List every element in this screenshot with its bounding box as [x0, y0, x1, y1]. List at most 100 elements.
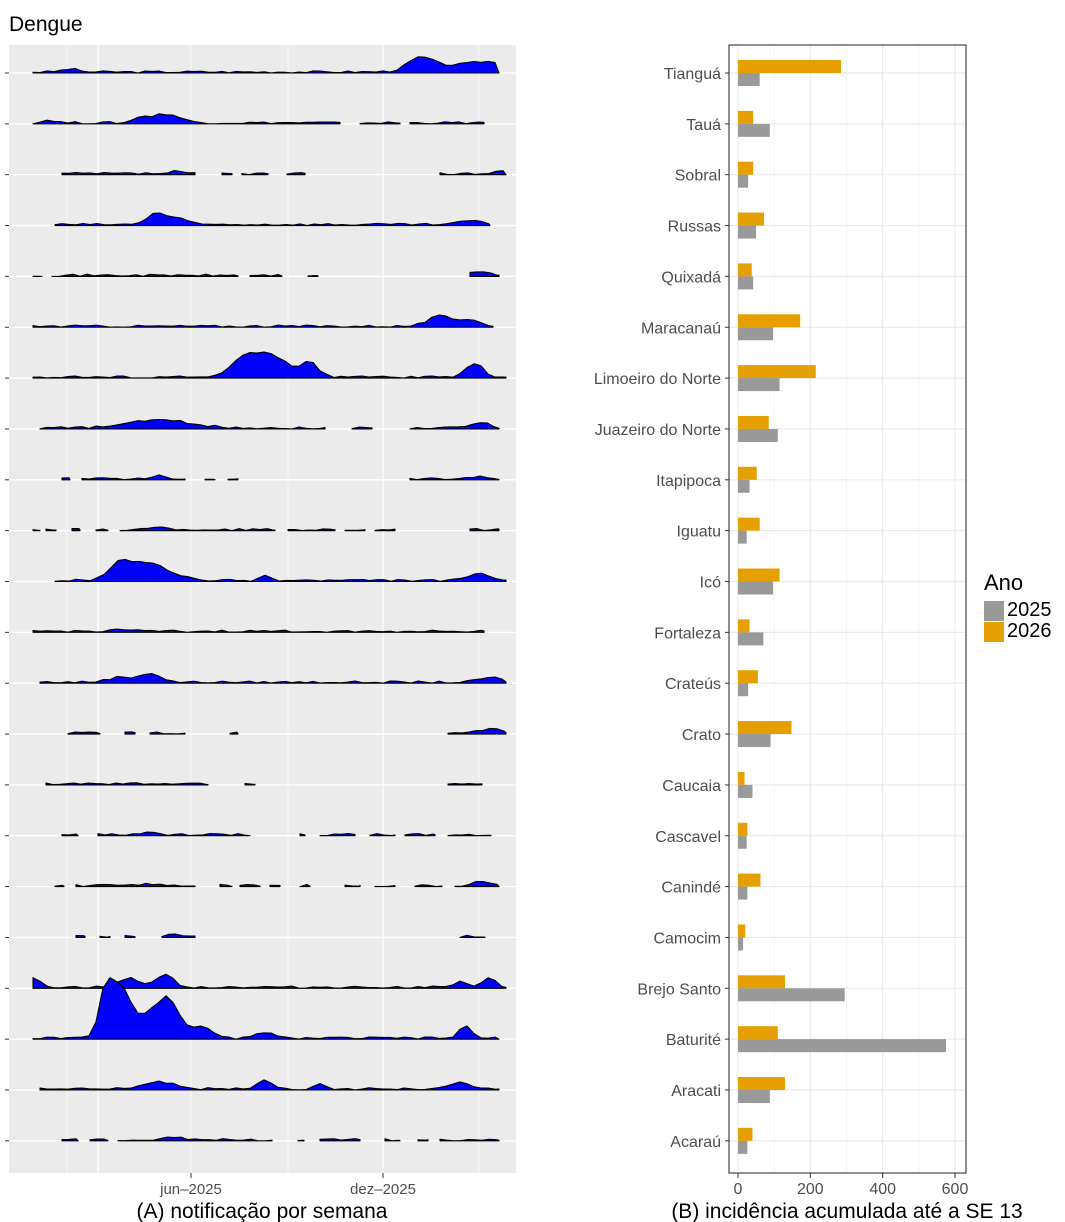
ridge-area — [369, 833, 396, 837]
ridge-area — [61, 1138, 79, 1142]
ridge-area — [95, 528, 109, 532]
bar-panel-border — [728, 44, 967, 1174]
ridge-area — [45, 782, 209, 786]
ridge-area — [54, 212, 491, 227]
bar-2026 — [738, 263, 752, 277]
category-label: Juazeiro do Norte — [595, 422, 721, 439]
ridge-area — [119, 526, 276, 532]
panel-a-caption: (A) notificação por semana — [137, 1200, 388, 1222]
ridge-area — [447, 833, 492, 837]
bar-2026 — [738, 60, 842, 73]
ridge-area — [39, 673, 507, 684]
ridge-area — [374, 528, 396, 532]
category-label: Fortaleza — [654, 625, 721, 642]
ridge-area — [469, 271, 500, 277]
bar-2025 — [738, 632, 764, 646]
ridge-area — [409, 121, 485, 125]
ridge-area — [229, 731, 239, 735]
bar-2026 — [738, 975, 786, 989]
bar-2026 — [738, 1077, 786, 1090]
ridge-area — [384, 1138, 401, 1142]
ridge-area — [319, 1138, 361, 1142]
bar-2025 — [738, 530, 747, 544]
ridge-area — [54, 558, 507, 583]
ridge-area — [299, 833, 306, 837]
legend-item-2025: 2025 — [984, 599, 1052, 621]
ridge-area — [32, 56, 500, 74]
ridge-area — [32, 628, 485, 633]
ridge-area — [81, 474, 186, 481]
ridge-area — [319, 833, 356, 837]
ridge-area — [269, 884, 281, 888]
bar-2026 — [738, 619, 750, 633]
ridge-area — [75, 935, 86, 938]
legend-item-2026: 2026 — [984, 620, 1052, 642]
bar-2025 — [738, 1090, 770, 1103]
x-tick-label-a: dez–2025 — [350, 1181, 416, 1198]
ridge-area — [117, 1136, 273, 1142]
x-tick-label-b: 400 — [869, 1181, 896, 1198]
legend-label-2026: 2026 — [1007, 620, 1052, 642]
bar-panel-bg — [729, 45, 966, 1173]
bar-panel: Tianguá Tauá Sobral Russas Quixadá Maracanaú L… — [594, 44, 1023, 1222]
bar-2025 — [738, 225, 757, 239]
ridge-area — [99, 935, 111, 938]
bar-2025 — [738, 327, 774, 341]
bar-2026 — [738, 314, 801, 328]
bar-2026 — [738, 517, 760, 531]
category-label: Tianguá — [664, 66, 721, 83]
figure-title: Dengue — [9, 13, 83, 36]
x-axis-title-b: (B) incidência acumulada até a SE 13 — [671, 1200, 1022, 1222]
ridgeline-series: jun–2025 dez–2025 (A) notificação por sema… — [5, 45, 516, 1222]
bar-2025 — [738, 1039, 946, 1053]
ridge-area — [67, 731, 101, 735]
bar-2025 — [738, 835, 747, 849]
bar-2025 — [738, 734, 771, 748]
bar-2026 — [738, 771, 745, 785]
bar-2025 — [738, 276, 754, 290]
category-label: Cascavel — [655, 829, 721, 846]
ridge-area — [39, 1079, 500, 1091]
ridge-area — [447, 783, 483, 786]
bar-2025 — [738, 988, 845, 1002]
category-label: Icó — [700, 575, 721, 592]
ridge-area — [219, 883, 233, 888]
bar-2026 — [738, 1127, 753, 1141]
ridge-area — [404, 833, 436, 837]
ridge-area — [124, 935, 136, 938]
category-label: Iguatu — [677, 524, 721, 541]
ridge-area — [32, 314, 494, 328]
ridge-area — [32, 977, 500, 1040]
bar-2026 — [738, 466, 757, 480]
category-label: Crateús — [665, 676, 721, 693]
category-label: Russas — [668, 219, 721, 236]
ridge-area — [454, 880, 500, 888]
bar-2026 — [738, 670, 758, 684]
ridge-area — [374, 884, 396, 888]
bar-2025 — [738, 784, 753, 798]
ridge-area — [459, 934, 486, 938]
bar-2025 — [738, 428, 778, 442]
ridge-area — [241, 172, 269, 176]
category-label: Tauá — [686, 117, 721, 134]
legend-label-2025: 2025 — [1007, 599, 1052, 621]
bar-2025 — [738, 378, 780, 392]
ridge-area — [447, 727, 507, 735]
ridge-area — [417, 1139, 429, 1142]
bar-2025 — [738, 937, 744, 951]
bar-2026 — [738, 1026, 778, 1040]
ridge-area — [469, 528, 500, 532]
ridge-area — [286, 172, 306, 176]
category-label: Brejo Santo — [637, 981, 721, 998]
bar-2026 — [738, 415, 769, 429]
category-label: Acaraú — [670, 1134, 721, 1151]
ridge-area — [414, 884, 443, 888]
ridge-area — [61, 477, 71, 481]
bar-2025 — [738, 1140, 748, 1154]
category-label: Canindé — [661, 880, 721, 897]
legend-title: Ano — [984, 570, 1024, 595]
bar-2025 — [738, 683, 749, 697]
ridge-area — [71, 528, 81, 532]
bar-2026 — [738, 568, 780, 582]
bar-2026 — [738, 161, 754, 175]
